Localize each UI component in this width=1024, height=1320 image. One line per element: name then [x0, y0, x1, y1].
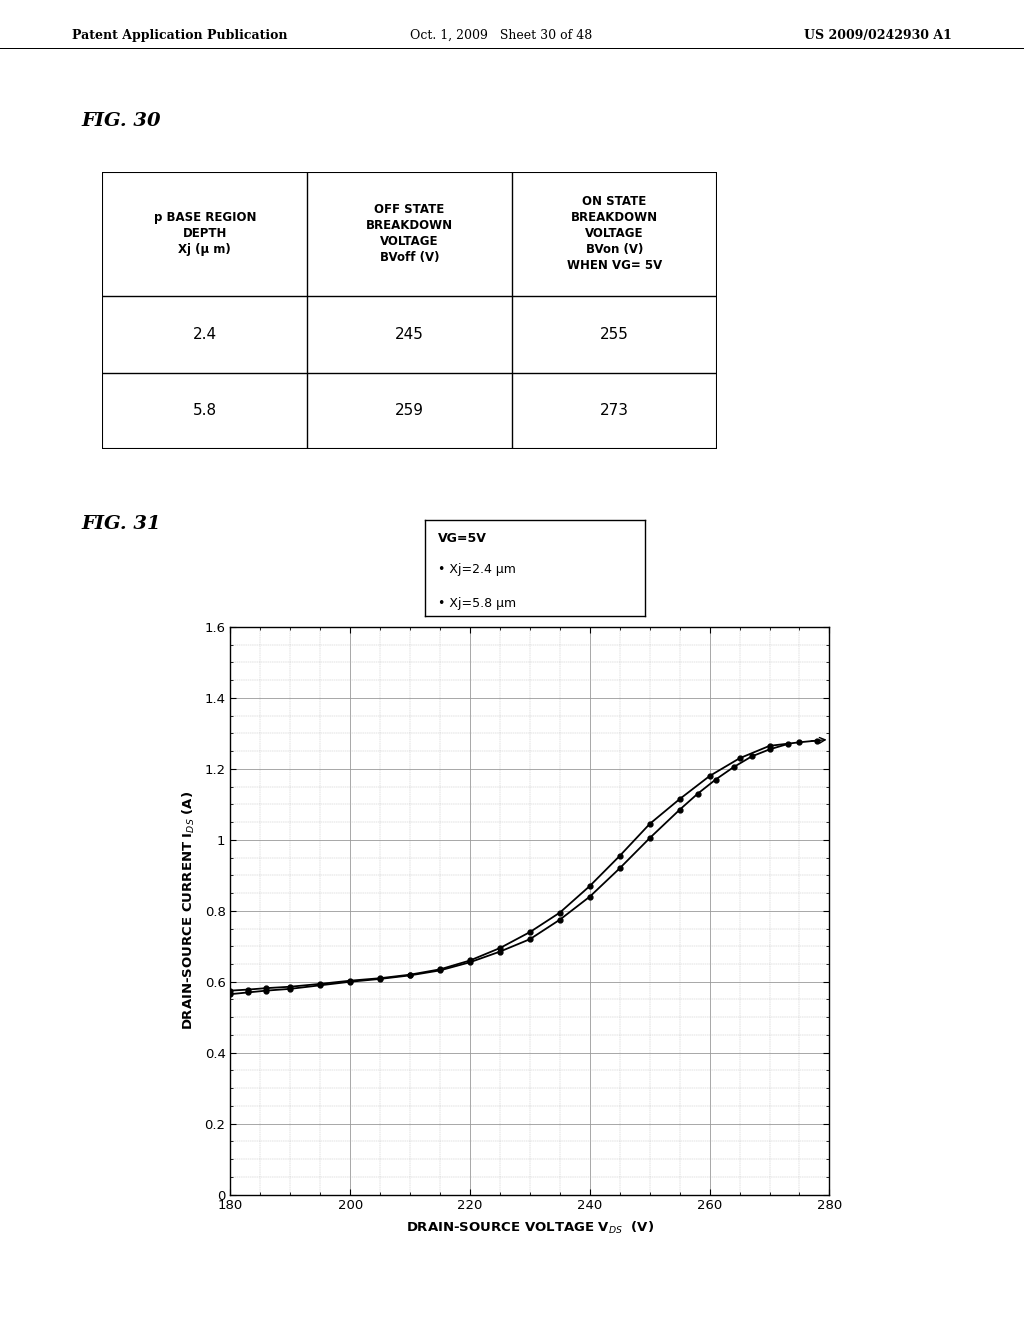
Y-axis label: DRAIN-SOURCE CURRENT I$_{DS}$ (A): DRAIN-SOURCE CURRENT I$_{DS}$ (A) [181, 791, 198, 1031]
Text: 259: 259 [395, 403, 424, 418]
X-axis label: DRAIN-SOURCE VOLTAGE V$_{DS}$  (V): DRAIN-SOURCE VOLTAGE V$_{DS}$ (V) [406, 1220, 654, 1236]
Text: OFF STATE
BREAKDOWN
VOLTAGE
BVoff (V): OFF STATE BREAKDOWN VOLTAGE BVoff (V) [366, 203, 454, 264]
Text: Oct. 1, 2009   Sheet 30 of 48: Oct. 1, 2009 Sheet 30 of 48 [410, 29, 592, 42]
Text: 245: 245 [395, 327, 424, 342]
Text: US 2009/0242930 A1: US 2009/0242930 A1 [805, 29, 952, 42]
Text: p BASE REGION
DEPTH
Xj (μ m): p BASE REGION DEPTH Xj (μ m) [154, 211, 256, 256]
Text: • Xj=2.4 μm: • Xj=2.4 μm [438, 564, 516, 577]
Text: • Xj=5.8 μm: • Xj=5.8 μm [438, 597, 516, 610]
Text: 5.8: 5.8 [193, 403, 217, 418]
Text: VG=5V: VG=5V [438, 532, 487, 545]
Text: Patent Application Publication: Patent Application Publication [72, 29, 287, 42]
Text: FIG. 30: FIG. 30 [82, 112, 162, 131]
Text: 255: 255 [600, 327, 629, 342]
Text: 2.4: 2.4 [193, 327, 217, 342]
Text: ON STATE
BREAKDOWN
VOLTAGE
BVon (V)
WHEN VG= 5V: ON STATE BREAKDOWN VOLTAGE BVon (V) WHEN… [566, 195, 663, 272]
Text: FIG. 31: FIG. 31 [82, 515, 162, 533]
Text: 273: 273 [600, 403, 629, 418]
